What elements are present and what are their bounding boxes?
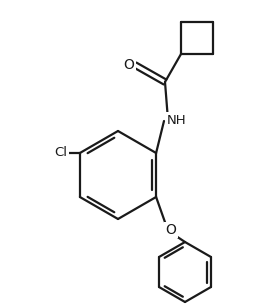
Text: O: O	[166, 223, 177, 237]
Text: NH: NH	[167, 113, 187, 127]
Text: Cl: Cl	[54, 146, 67, 160]
Text: O: O	[124, 58, 134, 72]
